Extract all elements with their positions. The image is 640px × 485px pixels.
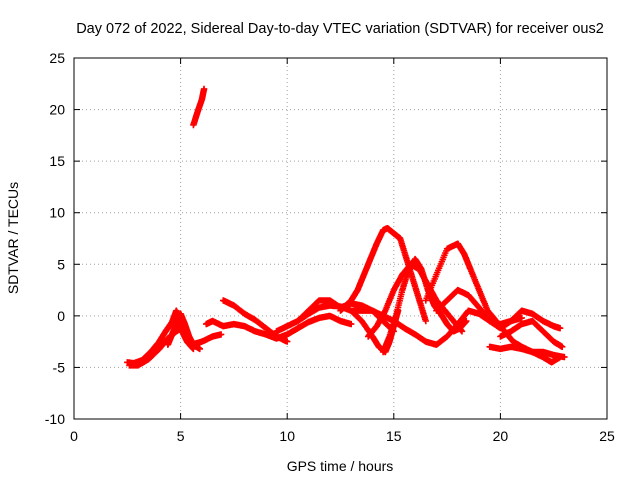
y-tick-label: 5: [57, 256, 65, 272]
data-marks: [124, 85, 568, 369]
plot-frame: [73, 57, 608, 420]
data-point-markers: [164, 310, 203, 353]
x-tick-label: 20: [493, 428, 509, 444]
data-point-markers: [497, 317, 566, 350]
data-point-markers: [203, 312, 355, 342]
data-point-markers: [486, 343, 564, 366]
data-point-markers: [337, 225, 429, 325]
series-arc-3: [164, 310, 203, 353]
x-tick-label: 25: [599, 428, 615, 444]
y-tick-label: 15: [49, 153, 65, 169]
series-arc-14: [433, 286, 564, 332]
x-tick-label: 0: [70, 428, 78, 444]
grid-layer: [74, 58, 607, 419]
data-point-markers: [190, 85, 208, 129]
series-arc-6: [220, 297, 291, 345]
x-tick-label: 10: [279, 428, 295, 444]
y-tick-label: 10: [49, 205, 65, 221]
series-arc-16: [497, 317, 566, 350]
y-tick-label: 25: [49, 50, 65, 66]
x-axis-label: GPS time / hours: [287, 458, 394, 474]
x-tick-label: 15: [386, 428, 402, 444]
axis-layer: 0 5 10 15 20 25 -10 -5 0 5 10 15 20 25: [45, 50, 615, 444]
y-tick-label: -10: [45, 411, 65, 427]
series-arc-15: [486, 343, 564, 366]
data-point-markers: [433, 286, 564, 332]
y-tick-label: 20: [49, 102, 65, 118]
series-arc-9: [337, 225, 429, 325]
y-axis-label: SDTVAR / TECUs: [5, 182, 21, 294]
chart-title: Day 072 of 2022, Sidereal Day-to-day VTE…: [76, 21, 604, 37]
series-arc-5: [203, 312, 355, 342]
y-tick-label: -5: [53, 359, 66, 375]
y-tick-label: 0: [57, 308, 65, 324]
data-point-markers: [220, 297, 291, 345]
series-arc-4: [190, 85, 208, 129]
x-tick-label: 5: [177, 428, 185, 444]
